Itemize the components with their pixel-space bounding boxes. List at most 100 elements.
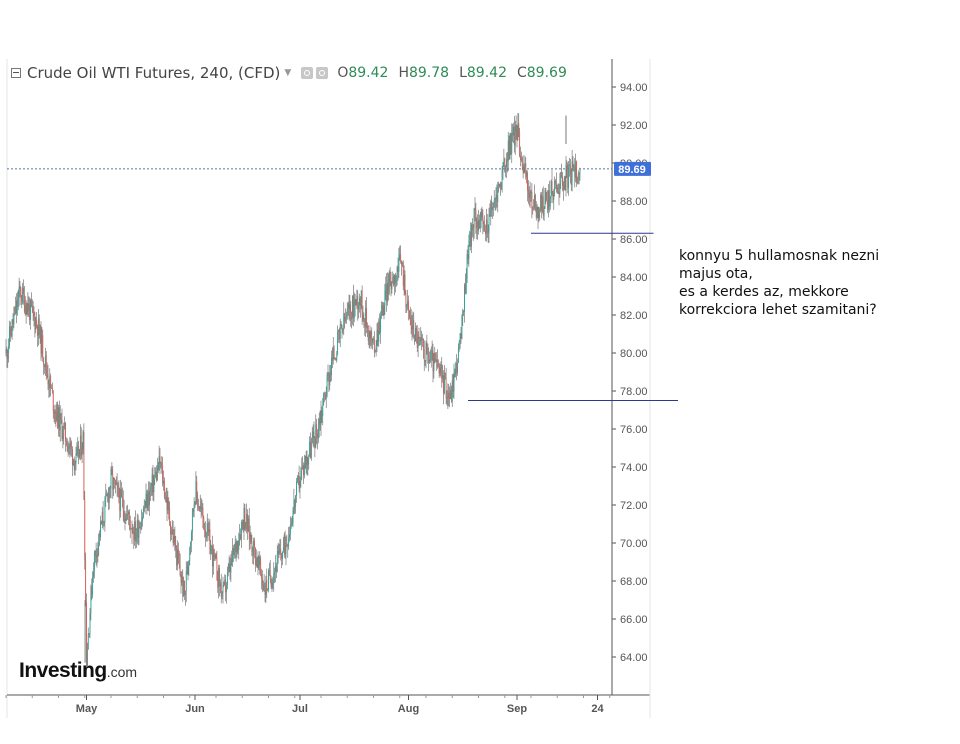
candle-body: [338, 329, 340, 340]
candle-body: [59, 413, 61, 431]
candle-body: [121, 489, 122, 497]
candle-body: [537, 206, 539, 218]
candle-body: [526, 172, 528, 178]
candle-body: [96, 555, 98, 557]
candle-body: [58, 407, 59, 428]
candle-body: [223, 582, 225, 586]
candle-body: [534, 195, 536, 210]
candle-body: [86, 649, 88, 667]
chevron-down-icon[interactable]: ▼: [284, 68, 292, 78]
candle-body: [166, 497, 168, 510]
candle-body: [504, 158, 506, 172]
candle-body: [383, 305, 385, 316]
candle-body: [122, 499, 124, 511]
candle-body: [330, 372, 332, 376]
candle-body: [182, 576, 184, 596]
candle-body: [555, 180, 556, 184]
candle-body: [289, 534, 290, 539]
candle-body: [428, 354, 430, 363]
candle-body: [134, 521, 136, 540]
candle-body: [388, 271, 390, 294]
candle-body: [295, 495, 297, 507]
candle-body: [577, 174, 579, 183]
candle-body: [323, 393, 325, 406]
candle-body: [30, 299, 31, 320]
candle-body: [497, 185, 499, 203]
candle-body: [45, 355, 47, 370]
candle-body: [364, 318, 366, 327]
candle-body: [569, 164, 571, 175]
candle-body: [210, 546, 212, 555]
settings-icon[interactable]: [316, 67, 329, 79]
candle-body: [36, 320, 38, 326]
instrument-title[interactable]: Crude Oil WTI Futures, 240, (CFD): [27, 64, 281, 82]
candle-body: [125, 518, 127, 521]
candle-body: [351, 317, 353, 320]
candle-body: [566, 165, 568, 168]
candle-body: [432, 350, 434, 372]
candle-body: [356, 295, 358, 300]
candle-body: [150, 486, 152, 489]
candle-body: [373, 338, 374, 340]
candle-body: [415, 327, 416, 342]
candle-body: [481, 212, 483, 217]
candle-body: [562, 176, 563, 186]
candle-body: [314, 437, 316, 448]
candle-body: [285, 545, 287, 555]
candle-body: [498, 183, 500, 186]
candle-body: [113, 478, 115, 490]
candle-body: [340, 324, 342, 326]
candle-body: [238, 542, 240, 550]
candle-body: [326, 374, 328, 396]
candle-body: [141, 520, 143, 529]
candle-body: [321, 410, 323, 416]
candle-body: [401, 262, 403, 265]
candle-body: [578, 173, 580, 175]
candle-body: [374, 349, 376, 353]
candle-body: [106, 494, 108, 496]
candle-body: [257, 556, 259, 568]
candle-body: [395, 275, 397, 283]
candle-body: [527, 172, 528, 191]
candle-body: [539, 208, 541, 213]
candle-body: [517, 123, 519, 140]
candle-body: [509, 133, 511, 160]
candle-body: [347, 308, 349, 310]
candle-body: [343, 313, 345, 330]
candle-body: [308, 455, 310, 460]
candle-body: [556, 187, 558, 190]
candle-body: [114, 480, 116, 485]
candle-body: [124, 518, 126, 521]
candle-body: [518, 123, 520, 132]
candle-body: [205, 536, 207, 538]
candle-body: [233, 548, 235, 555]
candle-body: [555, 183, 557, 190]
candle-body: [73, 458, 75, 471]
candle-body: [540, 194, 542, 209]
candle-body: [155, 471, 157, 477]
candle-body: [499, 183, 500, 187]
candle-body: [531, 192, 533, 209]
candle-body: [369, 331, 371, 339]
candle-body: [541, 194, 542, 211]
candle-body: [209, 529, 211, 555]
visibility-icon[interactable]: [301, 67, 314, 79]
y-tick-label: 74.00: [620, 462, 648, 474]
candle-body: [506, 158, 508, 162]
candle-body: [88, 633, 90, 635]
investing-logo[interactable]: Investing .com: [19, 659, 137, 683]
candle-body: [79, 449, 80, 458]
candle-body: [173, 536, 175, 543]
candle-body: [198, 506, 199, 508]
candle-body: [460, 333, 462, 339]
candle-body: [11, 319, 13, 337]
candle-body: [353, 300, 355, 319]
candle-body: [450, 389, 452, 402]
candle-body: [366, 308, 367, 328]
collapse-icon[interactable]: [11, 68, 21, 78]
candle-body: [118, 486, 120, 499]
candle-body: [554, 180, 556, 192]
candle-body: [435, 359, 437, 362]
candle-body: [128, 511, 129, 515]
